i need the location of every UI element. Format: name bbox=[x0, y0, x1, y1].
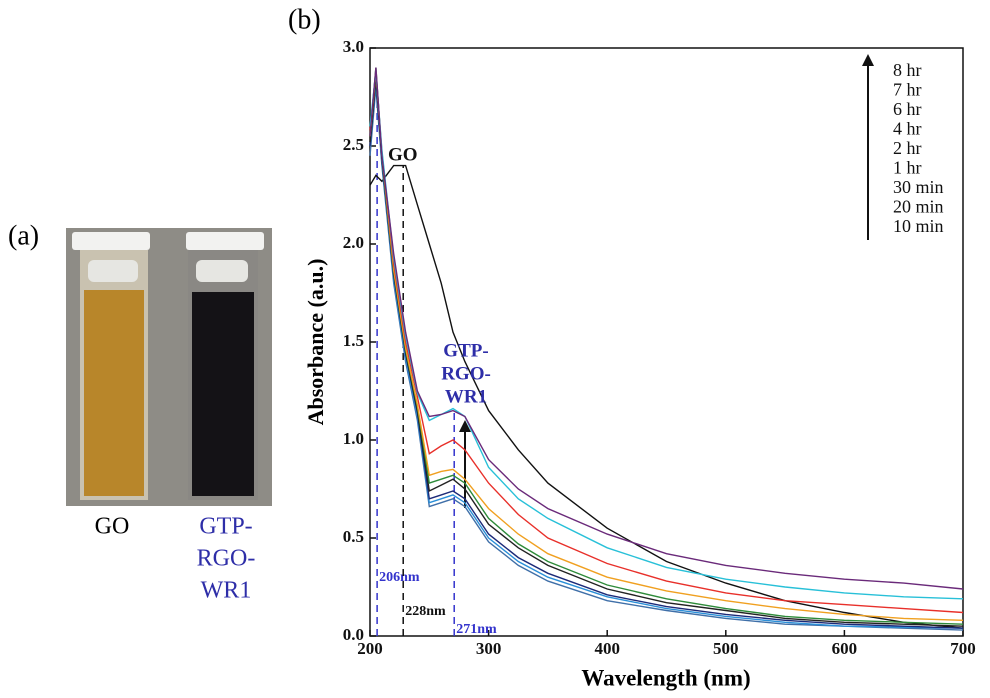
annotation: RGO- bbox=[441, 363, 491, 384]
reference-label: 228nm bbox=[405, 604, 446, 619]
liquid bbox=[84, 290, 144, 496]
y-tick-label: 2.0 bbox=[343, 233, 364, 252]
series-label: GO bbox=[388, 144, 418, 165]
y-tick-label: 0.5 bbox=[343, 527, 364, 546]
legend-label: 4 hr bbox=[893, 119, 922, 139]
series-line bbox=[369, 71, 964, 614]
series-line bbox=[369, 71, 964, 600]
legend-label: 6 hr bbox=[893, 99, 922, 119]
caption: GTP- bbox=[199, 514, 252, 540]
caption: RGO- bbox=[197, 546, 256, 572]
legend-label: 2 hr bbox=[893, 138, 922, 158]
y-tick-label: 3.0 bbox=[343, 37, 364, 56]
caption: WR1 bbox=[201, 578, 252, 604]
legend-label: 7 hr bbox=[893, 80, 922, 100]
legend-label: 8 hr bbox=[893, 60, 922, 80]
panel-label: (a) bbox=[8, 220, 39, 251]
legend-label: 1 hr bbox=[893, 158, 922, 178]
cap bbox=[186, 232, 264, 250]
annotation: WR1 bbox=[445, 386, 487, 407]
annotation: GTP- bbox=[443, 340, 488, 361]
arrow-head bbox=[459, 420, 471, 432]
stopper bbox=[88, 260, 138, 282]
y-axis-title: Absorbance (a.u.) bbox=[303, 259, 328, 426]
cap bbox=[72, 232, 150, 250]
legend-arrow bbox=[862, 54, 874, 240]
series-line bbox=[369, 71, 964, 621]
series-line bbox=[369, 67, 964, 590]
x-tick-label: 700 bbox=[950, 639, 976, 658]
reference-label: 206nm bbox=[379, 570, 420, 585]
panel-label: (b) bbox=[288, 4, 321, 35]
y-tick-label: 0.0 bbox=[343, 625, 364, 644]
x-tick-label: 200 bbox=[357, 639, 383, 658]
x-tick-label: 300 bbox=[476, 639, 502, 658]
reference-label: 271nm bbox=[456, 622, 497, 637]
x-axis-title: Wavelength (nm) bbox=[581, 665, 750, 690]
annotation-arrow bbox=[459, 420, 471, 508]
caption: GO bbox=[95, 514, 130, 540]
y-tick-label: 2.5 bbox=[343, 135, 364, 154]
series-line bbox=[369, 164, 964, 629]
x-tick-label: 400 bbox=[594, 639, 620, 658]
x-tick-label: 500 bbox=[713, 639, 739, 658]
x-tick-label: 600 bbox=[832, 639, 858, 658]
photo bbox=[66, 228, 272, 506]
stopper bbox=[196, 260, 248, 282]
legend-label: 10 min bbox=[893, 216, 944, 236]
y-tick-label: 1.0 bbox=[343, 429, 364, 448]
legend-label: 20 min bbox=[893, 197, 944, 217]
y-tick-label: 1.5 bbox=[343, 331, 364, 350]
liquid bbox=[192, 292, 254, 496]
legend-label: 30 min bbox=[893, 177, 944, 197]
arrow-head bbox=[862, 54, 874, 66]
